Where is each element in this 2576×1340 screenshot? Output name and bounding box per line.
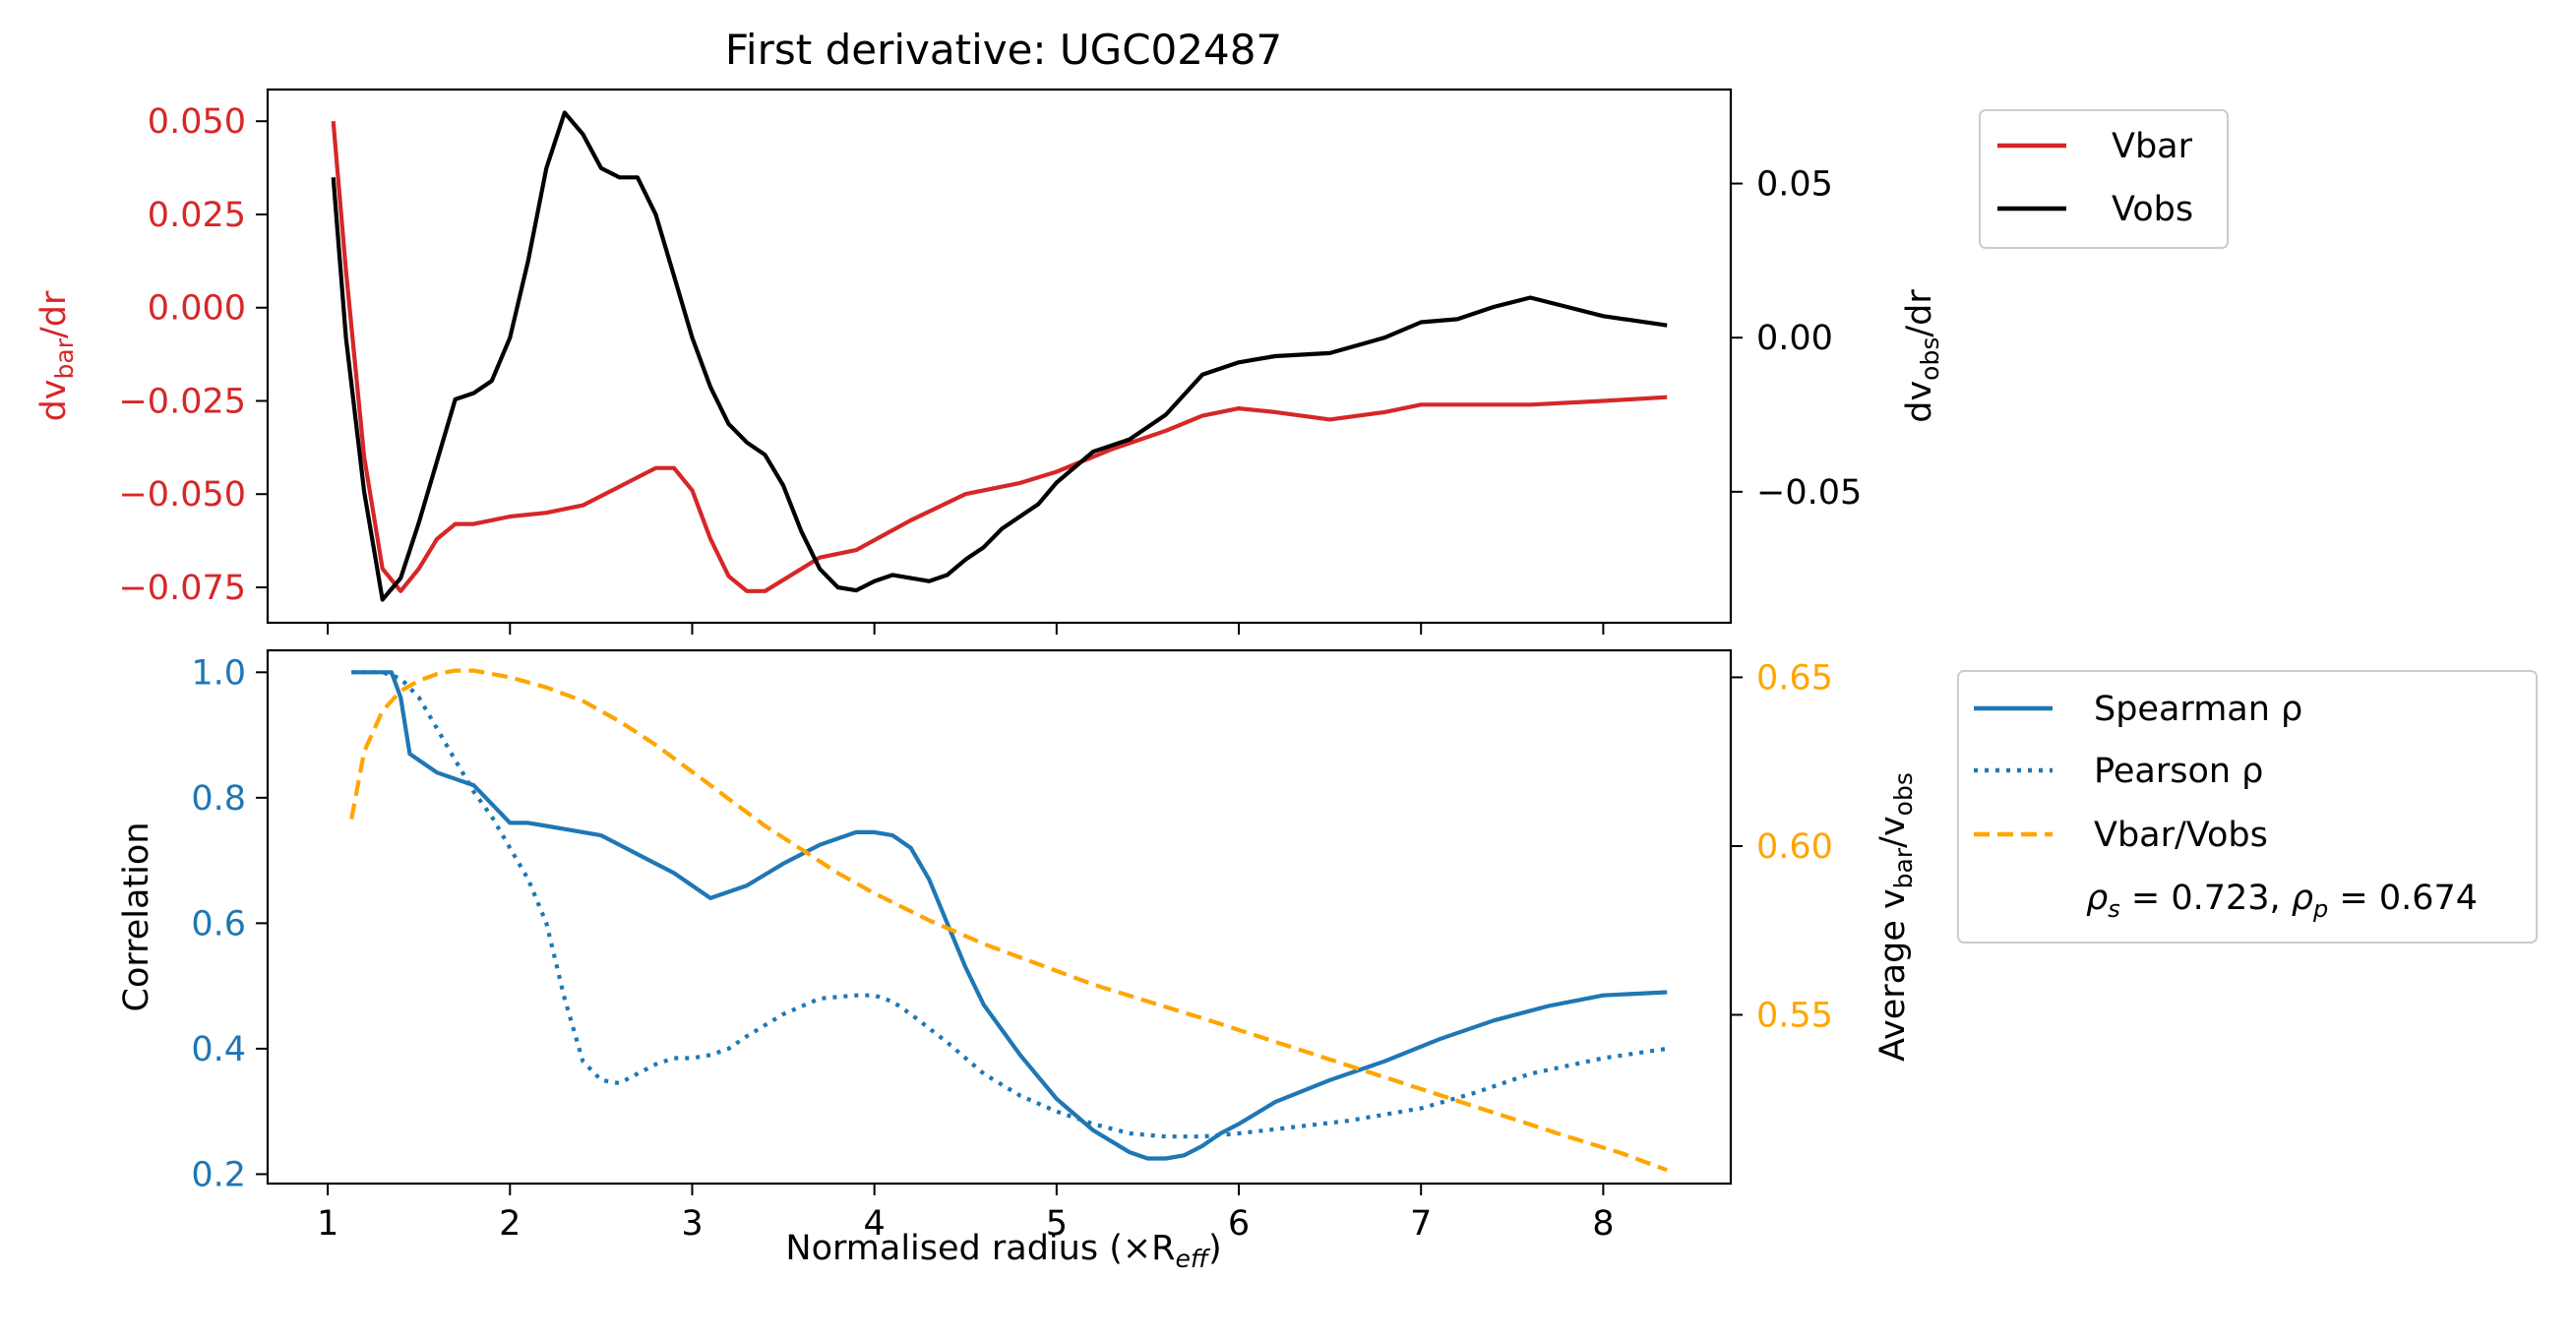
legend-label-pearson: Pearson ρ [2094, 752, 2263, 791]
left-y-tick-label: 0.000 [148, 289, 246, 329]
legend-label-vbar: Vbar [2112, 127, 2193, 166]
x-label-end: ) [1208, 1229, 1222, 1268]
legend-rho-p: 0.674 [2379, 879, 2478, 918]
series-line-vbar [331, 121, 1668, 593]
bottom-legend: Spearman ρ Pearson ρ Vbar/Vobs ρs = 0.72… [1957, 670, 2538, 944]
bottom-legend-frame [1957, 670, 2538, 944]
legend-label-vobs: Vobs [2112, 190, 2193, 229]
right-label-sub2: obs [1889, 772, 1918, 816]
legend-stats: ρs = 0.723, ρp = 0.674 [2086, 879, 2478, 923]
right-y-tick-label: 0.60 [1756, 827, 1833, 867]
bottom-right-y-axis: 0.65 0.60 0.55 [1731, 658, 1833, 1035]
top-series-group [331, 110, 1668, 602]
x-tick-label: 8 [1592, 1204, 1614, 1244]
top-right-y-label: dvobs/dr [1900, 289, 1944, 423]
left-y-tick-label: 0.6 [191, 904, 246, 944]
top-x-axis [327, 623, 1605, 635]
left-y-tick-label: 0.2 [191, 1155, 246, 1194]
left-y-tick-label: 0.050 [148, 102, 246, 142]
left-y-tick-label: −0.025 [118, 382, 246, 421]
x-tick-label: 5 [1046, 1204, 1068, 1244]
x-tick-label: 2 [499, 1204, 521, 1244]
bottom-plot-area [266, 648, 1733, 1186]
legend-label-spearman: Spearman ρ [2094, 690, 2302, 729]
right-label-sub1: bar [1889, 847, 1918, 888]
bottom-left-y-axis: 1.0 0.8 0.6 0.4 0.2 [191, 653, 268, 1194]
bottom-correlation-panel: 1.0 0.8 0.6 0.4 0.2 0.65 0.60 0.55 1 2 3 4 5 6 7 8 Co… [117, 648, 2538, 1273]
legend-rho-s: 0.723 [2171, 879, 2269, 918]
x-tick-label: 6 [1228, 1204, 1250, 1244]
bottom-left-y-label: Correlation [117, 822, 156, 1012]
series-line-pearson [351, 670, 1668, 1139]
series-line-spearman [351, 670, 1668, 1161]
top-left-y-label: dvbar/dr [34, 290, 79, 421]
legend-label-ratio: Vbar/Vobs [2094, 816, 2268, 855]
left-y-tick-label: 0.8 [191, 779, 246, 819]
right-label-mid: /v [1873, 816, 1913, 848]
right-y-tick-label: 0.05 [1756, 165, 1833, 205]
top-left-y-axis: 0.050 0.025 0.000 −0.025 −0.050 −0.075 [118, 102, 268, 608]
chart-title: First derivative: UGC02487 [725, 26, 1282, 74]
left-y-tick-label: 0.025 [148, 196, 246, 235]
x-label-main: Normalised radius (×R [785, 1229, 1175, 1268]
top-plot-area [266, 88, 1733, 625]
bottom-right-y-label: Average vbar/vobs [1873, 772, 1918, 1062]
top-legend: Vbar Vobs [1979, 109, 2229, 249]
bottom-x-axis: 1 2 3 4 5 6 7 8 [317, 1184, 1615, 1244]
left-y-tick-label: 1.0 [191, 653, 246, 693]
right-y-tick-label: 0.55 [1756, 996, 1833, 1035]
series-line-vobs [331, 110, 1668, 602]
x-label-sub: eff [1176, 1245, 1211, 1273]
bottom-x-label: Normalised radius (×Reff) [785, 1229, 1221, 1273]
x-tick-label: 4 [864, 1204, 886, 1244]
right-y-tick-label: 0.65 [1756, 658, 1833, 698]
bottom-series-group [349, 668, 1668, 1173]
right-y-tick-label: 0.00 [1756, 319, 1833, 358]
x-tick-label: 3 [681, 1204, 703, 1244]
x-tick-label: 7 [1410, 1204, 1432, 1244]
right-y-tick-label: −0.05 [1756, 473, 1862, 513]
x-tick-label: 1 [317, 1204, 338, 1244]
right-label-prefix: Average v [1873, 888, 1913, 1062]
series-line-vbar-vobs [349, 668, 1668, 1173]
left-y-tick-label: −0.075 [118, 569, 246, 608]
left-y-tick-label: 0.4 [191, 1030, 246, 1069]
left-y-tick-label: −0.050 [118, 475, 246, 515]
top-right-y-axis: 0.05 0.00 −0.05 [1731, 165, 1862, 513]
